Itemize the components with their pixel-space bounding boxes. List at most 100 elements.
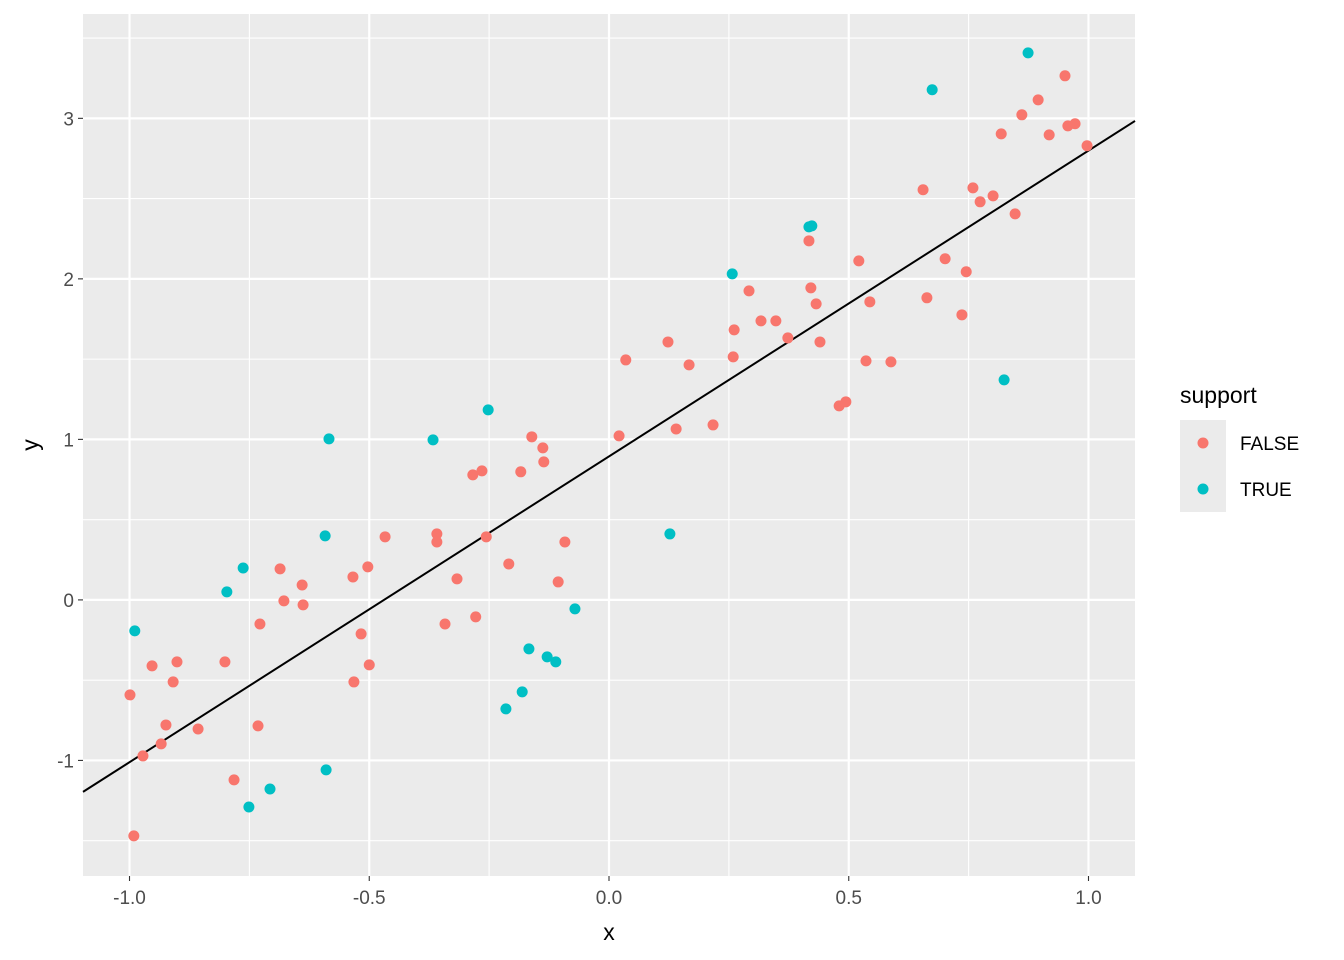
points	[124, 47, 1093, 842]
point-false	[755, 315, 767, 327]
point-false	[921, 292, 933, 304]
point-false	[707, 419, 719, 431]
point-false	[348, 676, 360, 688]
point-false	[620, 354, 632, 366]
point-false	[917, 184, 929, 196]
point-false	[296, 579, 308, 591]
point-false	[347, 571, 359, 583]
point-false	[355, 628, 367, 640]
point-false	[515, 466, 527, 478]
point-false	[476, 465, 488, 477]
point-true	[806, 220, 818, 232]
y-tick-label: 2	[63, 270, 74, 291]
point-false	[967, 182, 979, 194]
legend-title: support	[1180, 382, 1257, 408]
x-axis: -1.0 -0.5 0.0 0.5 1.0	[113, 876, 1102, 909]
point-false	[278, 595, 290, 607]
point-false	[727, 351, 739, 363]
point-false	[552, 576, 564, 588]
point-true	[523, 643, 535, 655]
legend-label-false: FALSE	[1240, 434, 1299, 455]
point-true	[550, 656, 562, 668]
point-false	[192, 723, 204, 735]
point-true	[221, 586, 233, 598]
point-false	[274, 563, 286, 575]
point-true	[264, 783, 276, 795]
y-tick-label: 1	[63, 430, 74, 451]
point-true	[129, 625, 141, 637]
point-false	[805, 282, 817, 294]
point-false	[128, 830, 140, 842]
legend-label-true: TRUE	[1240, 480, 1292, 501]
point-false	[1059, 70, 1071, 82]
point-false	[559, 536, 571, 548]
regression-line	[82, 120, 1136, 793]
point-false	[467, 469, 479, 481]
point-false	[137, 750, 149, 762]
point-true	[998, 374, 1010, 386]
point-true	[926, 84, 938, 96]
point-false	[987, 190, 999, 202]
point-false	[782, 332, 794, 344]
point-true	[664, 528, 676, 540]
point-false	[803, 235, 815, 247]
legend-point-false	[1197, 437, 1209, 449]
point-false	[662, 336, 674, 348]
y-tick-label: 3	[63, 109, 74, 130]
point-false	[155, 738, 167, 750]
point-true	[1022, 47, 1034, 59]
legend: support FALSE TRUE	[1180, 382, 1299, 512]
point-false	[860, 355, 872, 367]
x-tick-label: -0.5	[353, 888, 386, 909]
point-false	[853, 255, 865, 267]
point-true	[320, 764, 332, 776]
x-tick-label: 0.0	[596, 888, 622, 909]
x-axis-title: x	[603, 919, 615, 945]
point-false	[995, 128, 1007, 140]
point-false	[219, 656, 231, 668]
x-tick-label: 0.5	[836, 888, 862, 909]
point-false	[480, 531, 492, 543]
point-true	[243, 801, 255, 813]
point-false	[160, 719, 172, 731]
point-false	[885, 356, 897, 368]
legend-point-true	[1197, 483, 1209, 495]
point-true	[541, 651, 553, 663]
point-true	[516, 686, 528, 698]
point-false	[124, 689, 136, 701]
point-true	[482, 404, 494, 416]
y-tick-label: 0	[63, 591, 74, 612]
point-false	[451, 573, 463, 585]
point-false	[1069, 118, 1081, 130]
point-false	[363, 659, 375, 671]
y-tick-label: -1	[57, 751, 74, 772]
point-false	[1043, 129, 1055, 141]
point-false	[146, 660, 158, 672]
point-false	[770, 315, 782, 327]
point-false	[613, 430, 625, 442]
point-false	[864, 296, 876, 308]
y-axis: -1 0 1 2 3	[57, 109, 83, 772]
point-false	[171, 656, 183, 668]
point-true	[319, 530, 331, 542]
point-false	[743, 285, 755, 297]
point-false	[1016, 109, 1028, 121]
x-tick-label: -1.0	[113, 888, 146, 909]
point-true	[323, 433, 335, 445]
point-false	[1009, 208, 1021, 220]
point-false	[526, 431, 538, 443]
point-false	[362, 561, 374, 573]
gridlines	[83, 14, 1135, 876]
point-true	[569, 603, 581, 615]
y-axis-title: y	[17, 439, 43, 451]
point-false	[810, 298, 822, 310]
point-false	[728, 324, 740, 336]
x-tick-label: 1.0	[1075, 888, 1101, 909]
point-false	[956, 309, 968, 321]
point-false	[814, 336, 826, 348]
point-false	[1081, 140, 1093, 152]
point-false	[379, 531, 391, 543]
point-true	[427, 434, 439, 446]
point-false	[228, 774, 240, 786]
